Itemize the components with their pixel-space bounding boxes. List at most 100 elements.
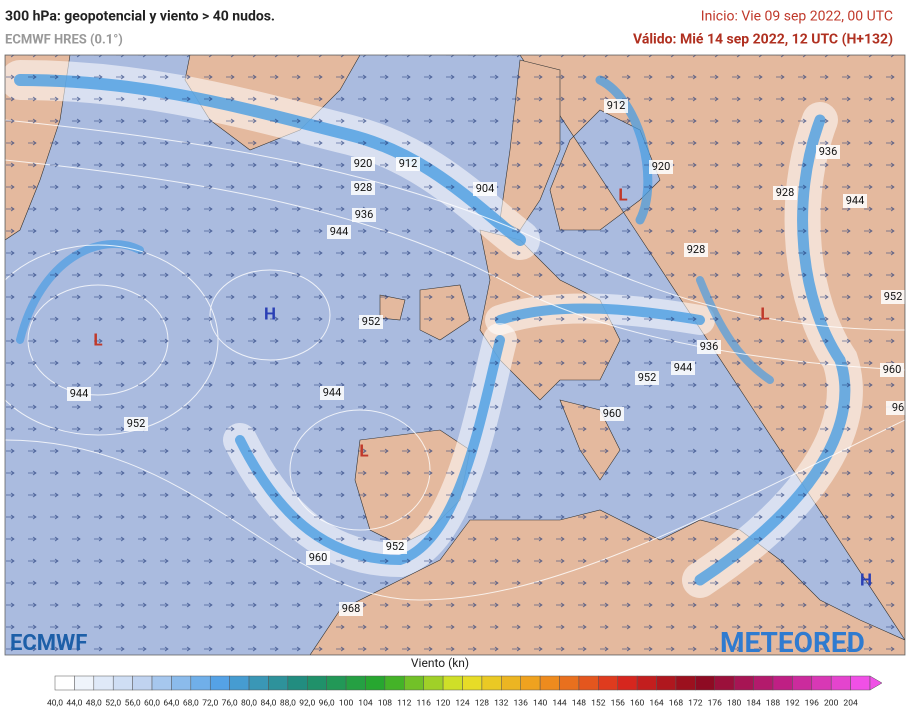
contour-label: 944 — [323, 386, 342, 399]
colorbar-label: 88,0 — [280, 698, 296, 708]
contour-label: 952 — [638, 371, 657, 384]
contour-label-bg — [351, 181, 375, 195]
ecmwf-logo: ECMWF — [10, 631, 87, 656]
colorbar-swatch — [384, 675, 405, 691]
pressure-center: L — [618, 185, 627, 205]
colorbar-swatch — [462, 675, 483, 691]
colorbar-label: 96,0 — [319, 698, 335, 708]
contour-label: 904 — [476, 182, 495, 195]
colorbar-swatch — [695, 675, 716, 691]
colorbar-swatch — [830, 675, 851, 691]
colorbar-label: 60,0 — [144, 698, 160, 708]
colorbar-swatch — [248, 675, 269, 691]
colorbar-label: 160 — [630, 698, 645, 708]
colorbar-swatch — [229, 675, 250, 691]
pressure-center: L — [359, 441, 368, 461]
colorbar-swatch — [307, 675, 327, 691]
contour-label-bg — [697, 340, 721, 354]
colorbar-label: 136 — [514, 698, 529, 708]
contour-label-bg — [473, 182, 497, 196]
colorbar-label: 100 — [339, 698, 354, 708]
colorbar-swatch — [442, 675, 463, 691]
colorbar-swatch — [656, 675, 677, 691]
colorbar-swatch — [636, 675, 657, 691]
contour-label-bg — [396, 157, 420, 171]
colorbar-swatch — [112, 675, 133, 691]
colorbar-swatch — [287, 675, 308, 691]
contour-label: 928 — [687, 243, 706, 256]
contour-label-bg — [320, 386, 344, 400]
colorbar-label: 84,0 — [260, 698, 276, 708]
contour-label-bg — [880, 363, 904, 377]
colorbar-swatch — [345, 675, 366, 691]
pressure-center: L — [93, 330, 102, 350]
contour-label-bg — [351, 157, 375, 171]
colorbar-swatch — [850, 675, 871, 691]
contour-label-bg — [604, 99, 628, 113]
colorbar-swatch — [365, 675, 386, 691]
colorbar-label: 52,0 — [105, 698, 121, 708]
colorbar-label: 200 — [824, 698, 839, 708]
model-name: ECMWF HRES (0.1°) — [5, 32, 123, 47]
colorbar-label: 156 — [611, 698, 626, 708]
colorbar-label: 48,0 — [86, 698, 102, 708]
valid-time: Válido: Mié 14 sep 2022, 12 UTC (H+132) — [633, 32, 893, 48]
colorbar-swatch — [190, 675, 211, 691]
colorbar-label: 172 — [688, 698, 703, 708]
colorbar-swatch — [481, 675, 502, 691]
colorbar-swatch — [598, 675, 618, 691]
colorbar-swatch — [93, 675, 114, 691]
colorbar-label: 104 — [358, 698, 373, 708]
colorbar-label: 76,0 — [222, 698, 238, 708]
contour-label: 920 — [652, 160, 671, 173]
contour-label: 96 — [892, 401, 904, 414]
contour-label-bg — [649, 160, 673, 174]
colorbar-swatch — [501, 675, 521, 691]
colorbar-label: 64,0 — [163, 698, 179, 708]
colorbar-label: 40,0 — [47, 698, 63, 708]
contour-label: 944 — [330, 225, 349, 238]
colorbar-label: 168 — [669, 698, 684, 708]
contour-label-bg — [67, 387, 91, 401]
colorbar-label: 144 — [552, 698, 567, 708]
contour-label-bg — [124, 417, 148, 431]
contour-label: 968 — [342, 602, 361, 615]
colorbar-swatch — [772, 675, 793, 691]
contour-label-bg — [359, 315, 383, 329]
colorbar-swatch — [268, 675, 289, 691]
colorbar-swatch — [132, 675, 153, 691]
colorbar-label: 152 — [591, 698, 606, 708]
contour-label-bg — [816, 145, 840, 159]
colorbar-label: 72,0 — [202, 698, 218, 708]
contour-label: 952 — [386, 540, 405, 553]
init-time: Inicio: Vie 09 sep 2022, 00 UTC — [701, 9, 893, 25]
contour-label: 944 — [674, 361, 693, 374]
colorbar-swatch — [404, 675, 424, 691]
colorbar-label: 196 — [805, 698, 820, 708]
contour-label-bg — [886, 401, 905, 415]
colorbar-label: 92,0 — [299, 698, 315, 708]
colorbar-label: 128 — [475, 698, 490, 708]
colorbar-swatch — [811, 675, 832, 691]
colorbar-label: 188 — [766, 698, 781, 708]
contour-label-bg — [600, 407, 624, 421]
colorbar-label: 176 — [708, 698, 723, 708]
contour-label-bg — [635, 371, 659, 385]
contour-label-bg — [881, 290, 905, 304]
contour-label-bg — [671, 361, 695, 375]
colorbar-label: 44,0 — [66, 698, 82, 708]
contour-label-bg — [383, 540, 407, 554]
contour-label-bg — [352, 208, 376, 222]
contour-label: 936 — [355, 208, 374, 221]
contour-label: 912 — [399, 157, 418, 170]
colorbar-label: 204 — [843, 698, 858, 708]
contour-label: 952 — [884, 290, 903, 303]
map-title: 300 hPa: geopotencial y viento > 40 nudo… — [5, 9, 275, 25]
colorbar-swatch — [171, 675, 192, 691]
contour-label: 960 — [309, 551, 328, 564]
colorbar-label: 68,0 — [183, 698, 199, 708]
contour-label-bg — [306, 551, 330, 565]
colorbar-label: 140 — [533, 698, 548, 708]
pressure-center: H — [264, 304, 276, 324]
contour-label-bg — [843, 194, 867, 208]
